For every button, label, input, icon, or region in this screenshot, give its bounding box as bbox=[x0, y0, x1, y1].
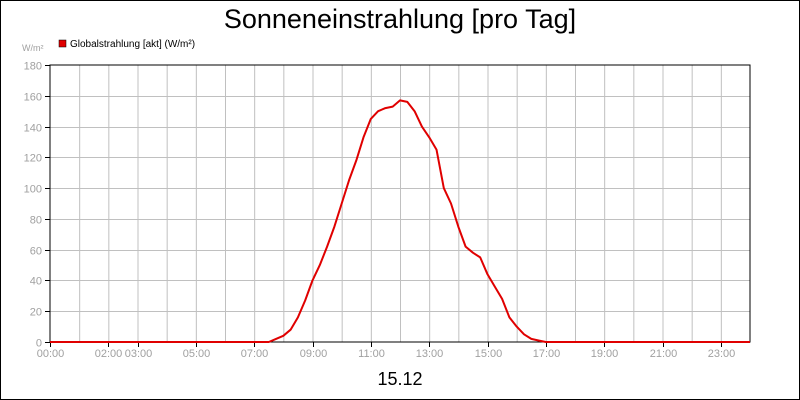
legend-label: Globalstrahlung [akt] (W/m²) bbox=[70, 39, 195, 50]
x-tick-label: 19:00 bbox=[591, 348, 619, 360]
x-tick-label: 03:00 bbox=[125, 348, 153, 360]
x-tick-label: 15:00 bbox=[475, 348, 503, 360]
x-tick-label: 21:00 bbox=[650, 348, 678, 360]
x-tick-label: 07:00 bbox=[241, 348, 269, 360]
y-tick-label: 80 bbox=[30, 215, 42, 227]
y-tick-label: 160 bbox=[24, 92, 42, 104]
x-tick-label: 17:00 bbox=[533, 348, 561, 360]
legend-swatch bbox=[58, 39, 67, 48]
y-tick-label: 0 bbox=[36, 338, 42, 350]
y-tick-label: 20 bbox=[30, 307, 42, 319]
plot-area bbox=[49, 64, 751, 343]
x-tick-label: 09:00 bbox=[300, 348, 328, 360]
x-tick-label: 00:00 bbox=[37, 348, 65, 360]
date-label: 15.12 bbox=[377, 369, 422, 389]
y-tick-label: 180 bbox=[24, 61, 42, 73]
y-tick-label: 120 bbox=[24, 153, 42, 165]
x-tick-label: 11:00 bbox=[358, 348, 385, 360]
y-tick-label: 60 bbox=[30, 246, 42, 258]
chart-title: Sonneneinstrahlung [pro Tag] bbox=[224, 4, 576, 34]
y-tick-label: 140 bbox=[24, 123, 42, 135]
y-axis-unit-label: W/m² bbox=[22, 43, 44, 53]
axis-ticks: 0 20 40 60 80 100 120 140 160 180 00:00 02:00 03:00 0… bbox=[24, 61, 736, 361]
y-tick-label: 40 bbox=[30, 276, 42, 288]
y-tick-label: 100 bbox=[24, 184, 42, 196]
x-tick-label: 02:00 bbox=[95, 348, 123, 360]
series-layer bbox=[50, 99, 750, 343]
grid bbox=[50, 65, 750, 342]
x-tick-label: 13:00 bbox=[416, 348, 444, 360]
x-tick-label: 23:00 bbox=[708, 348, 736, 360]
series-line bbox=[50, 99, 750, 343]
x-tick-label: 05:00 bbox=[183, 348, 211, 360]
